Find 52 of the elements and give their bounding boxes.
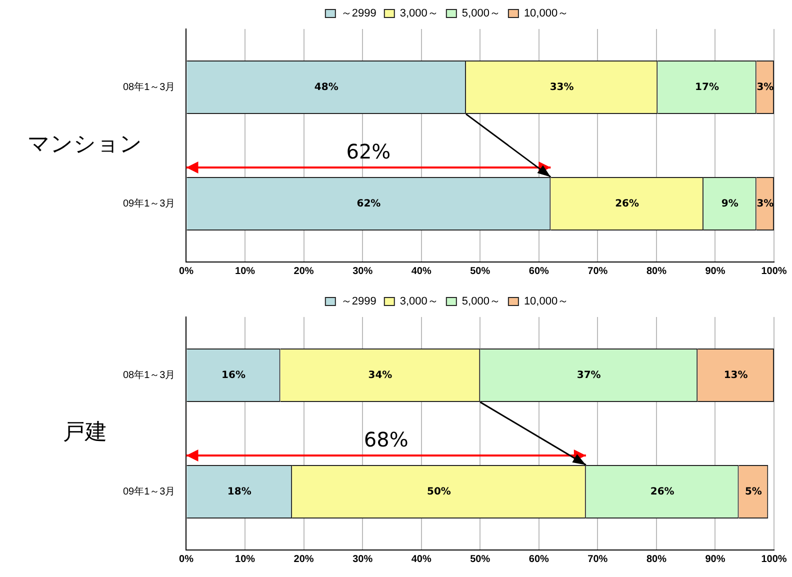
x-tick-label: 90% [705,554,726,565]
annotation: 62% [346,140,391,164]
data-label: 26% [615,198,640,210]
data-label: 16% [222,370,246,381]
x-tick-label: 0% [179,554,194,565]
y-tick-label: 08年1～3月 [122,369,176,381]
x-tick-label: 40% [411,266,432,277]
y-tick-label: 09年1～3月 [122,198,176,210]
data-label: 37% [576,370,601,381]
data-label: 34% [368,370,392,381]
data-label: 48% [314,82,338,93]
x-tick-label: 30% [352,554,373,565]
y-tick-label: 09年1～3月 [122,486,176,498]
data-label: 5% [744,486,762,498]
data-label: 62% [356,198,381,210]
legend-label: ～2999 [340,8,376,20]
x-tick-label: 50% [470,266,490,277]
data-label: 26% [650,486,674,498]
x-tick-label: 40% [411,554,432,565]
x-tick-label: 20% [294,554,314,565]
x-tick-label: 90% [705,266,726,277]
x-tick-label: 10% [235,554,256,565]
legend-label: 10,000～ [524,8,569,20]
y-tick-label: 08年1～3月 [122,81,176,93]
x-tick-label: 10% [235,266,256,277]
annotation: 68% [364,428,408,452]
legend-label: 10,000～ [524,296,569,308]
data-label: 17% [695,82,719,93]
x-tick-label: 70% [588,266,608,277]
legend-label: 5,000～ [462,8,500,20]
x-tick-label: 70% [588,554,608,565]
x-tick-label: 60% [528,266,550,277]
data-label: 18% [227,486,252,498]
data-label: 33% [550,82,574,93]
legend-label: 3,000～ [400,296,438,308]
legend-label: 3,000～ [400,8,438,20]
data-label: 13% [724,370,748,381]
legend-label: 5,000～ [462,296,500,308]
x-tick-label: 0% [179,266,194,277]
y-axis-title: マンション [28,132,142,158]
data-label: 9% [721,198,738,210]
data-label: 50% [427,486,451,498]
x-tick-label: 50% [470,554,490,565]
x-tick-label: 100% [761,554,787,565]
x-tick-label: 30% [352,266,373,277]
x-tick-label: 20% [294,266,314,277]
legend-label: ～2999 [340,296,376,308]
x-tick-label: 80% [646,554,667,565]
x-tick-label: 100% [761,266,787,277]
x-tick-label: 60% [528,554,550,565]
x-tick-label: 80% [646,266,667,277]
y-axis-title: 戸建 [63,420,107,446]
